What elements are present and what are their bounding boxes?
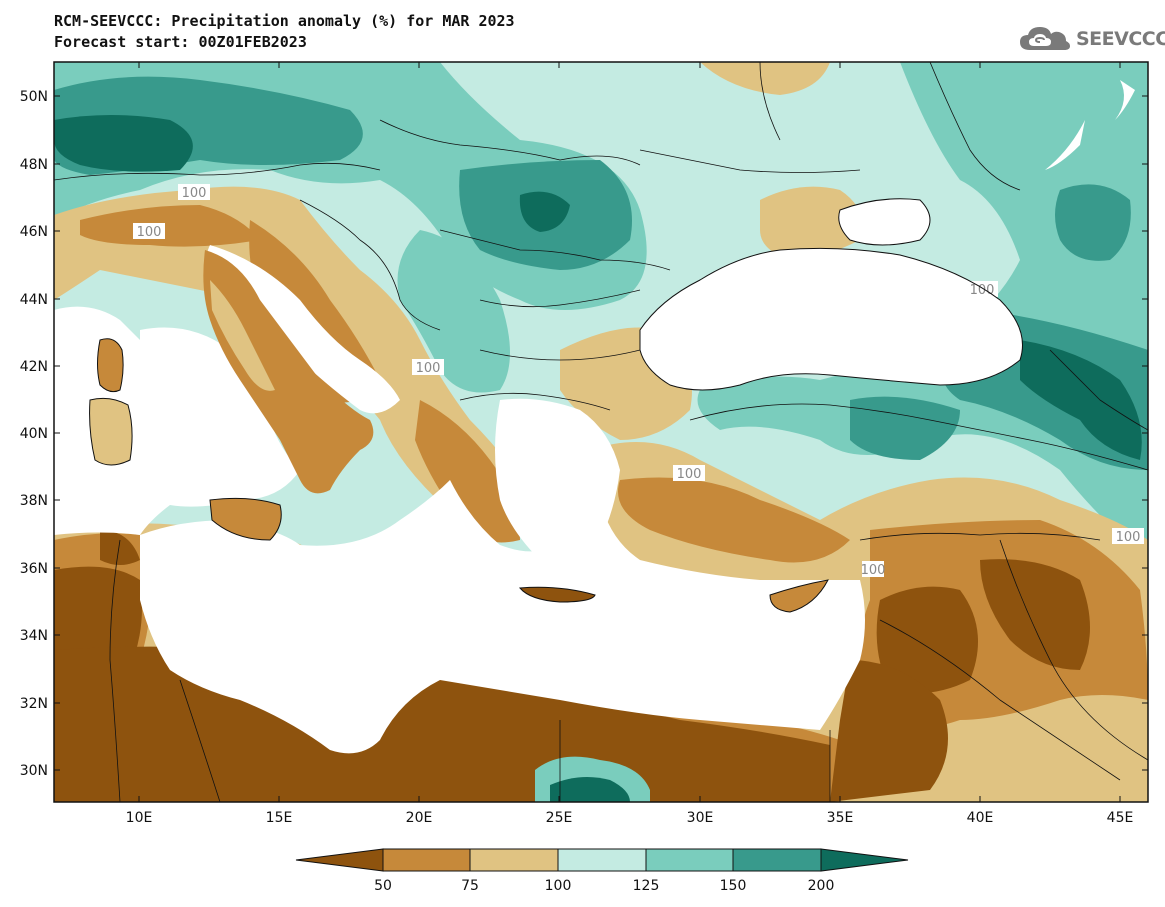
map-title: RCM-SEEVCCC: Precipitation anomaly (%) f… bbox=[54, 12, 515, 30]
legend-tick-label: 200 bbox=[808, 878, 835, 894]
lat-label: 40N bbox=[20, 426, 48, 442]
anomaly-zone-75-100-italy-balkans bbox=[54, 186, 520, 520]
lon-label: 35E bbox=[827, 810, 854, 826]
country-borders bbox=[54, 62, 1148, 802]
lake-ne bbox=[1045, 120, 1085, 170]
lon-label: 30E bbox=[687, 810, 714, 826]
legend-swatch-125-150 bbox=[645, 848, 734, 872]
anomaly-zone-gt200-alps bbox=[54, 115, 193, 172]
legend-tick-label: 75 bbox=[461, 878, 479, 894]
sea-central-eastern-med bbox=[140, 480, 865, 754]
map-frame bbox=[53, 61, 1149, 803]
legend-swatch-gt200 bbox=[820, 848, 909, 872]
anomaly-zone-gt200-caucasus bbox=[1020, 340, 1142, 460]
lon-label: 15E bbox=[266, 810, 293, 826]
contour-label: 100 bbox=[677, 467, 702, 482]
lat-label: 46N bbox=[20, 224, 48, 240]
contour-label: 100 bbox=[137, 225, 162, 240]
anomaly-zone-lt50-syria bbox=[876, 586, 978, 694]
legend-swatch-100-125 bbox=[557, 848, 647, 872]
sea-adriatic bbox=[206, 245, 400, 414]
anomaly-zone-gt200-libya-south bbox=[550, 776, 630, 802]
map-area: 100 100 100 100 100 100 100 bbox=[54, 62, 1148, 802]
color-legend: 50 75 100 125 150 200 bbox=[295, 848, 909, 894]
legend-swatch-50-75 bbox=[382, 848, 471, 872]
island-cyprus bbox=[770, 580, 828, 612]
island-sardinia bbox=[89, 398, 133, 465]
logo-text: SEEVCCC bbox=[1076, 28, 1165, 50]
legend-tick-label: 125 bbox=[633, 878, 660, 894]
contour-label: 100 bbox=[861, 563, 886, 578]
legend-tick-label: 100 bbox=[545, 878, 572, 894]
cloud-icon bbox=[1020, 27, 1070, 50]
legend-tick-label: 150 bbox=[720, 878, 747, 894]
anomaly-zone-lt50-sinai bbox=[830, 660, 948, 802]
anomaly-zone-lt50-tunisia-north bbox=[100, 530, 140, 565]
lat-label: 34N bbox=[20, 628, 48, 644]
lon-label: 25E bbox=[546, 810, 573, 826]
contour-label: 100 bbox=[1116, 530, 1141, 545]
land-italy bbox=[203, 250, 374, 494]
sea-black-sea bbox=[640, 248, 1023, 390]
contour-label: 100 bbox=[416, 361, 441, 376]
island-corsica bbox=[97, 338, 124, 392]
land-italy-west bbox=[210, 280, 275, 391]
lat-label: 36N bbox=[20, 561, 48, 577]
lake-ne-2 bbox=[1115, 80, 1135, 120]
anomaly-zone-50-75-turkey-south bbox=[618, 477, 850, 563]
island-sicily bbox=[210, 498, 282, 540]
legend-swatch-75-100 bbox=[469, 848, 559, 872]
anomaly-zone-lt50-iraq-north bbox=[980, 559, 1090, 670]
seevccc-logo: SEEVCCC bbox=[1018, 24, 1165, 54]
lon-label: 40E bbox=[967, 810, 994, 826]
anomaly-zone-150-200-ne bbox=[1055, 184, 1131, 261]
contour-label: 100 bbox=[970, 283, 995, 298]
legend-swatch-150-200 bbox=[732, 848, 822, 872]
contour-label: 100 bbox=[182, 186, 207, 201]
sea-tyrrhenian bbox=[140, 327, 300, 500]
anomaly-zone-gt200-carpathians bbox=[519, 191, 570, 232]
coastlines bbox=[89, 198, 1023, 613]
anomaly-zone-50-75-alps-south bbox=[80, 205, 260, 247]
anomaly-zone-75-100-north bbox=[700, 62, 830, 95]
legend-tick-label: 50 bbox=[374, 878, 392, 894]
anomaly-zone-125-150-east bbox=[697, 62, 1148, 560]
anomaly-zone-150-200-anatolia bbox=[850, 396, 960, 460]
anomaly-zone-50-75-greece bbox=[415, 400, 520, 543]
lat-label: 48N bbox=[20, 157, 48, 173]
lat-label: 44N bbox=[20, 292, 48, 308]
sea-azov bbox=[838, 198, 930, 245]
lon-label: 45E bbox=[1107, 810, 1134, 826]
lat-label: 42N bbox=[20, 359, 48, 375]
contour-labels: 100 100 100 100 100 100 100 bbox=[133, 184, 1144, 578]
lon-label: 20E bbox=[406, 810, 433, 826]
lat-label: 38N bbox=[20, 493, 48, 509]
lat-label: 50N bbox=[20, 89, 48, 105]
lat-label: 32N bbox=[20, 696, 48, 712]
anomaly-zone-125-150-balkans bbox=[397, 230, 510, 393]
legend-swatch-lt50 bbox=[295, 848, 384, 872]
latitude-axis: 50N 48N 46N 44N 42N 40N 38N 36N 34N 32N … bbox=[20, 89, 1148, 779]
lon-label: 10E bbox=[126, 810, 153, 826]
longitude-axis: 10E 15E 20E 25E 30E 35E 40E 45E bbox=[126, 62, 1134, 826]
sea-aegean bbox=[495, 398, 620, 560]
anomaly-zone-75-100-crimea bbox=[760, 186, 863, 260]
forecast-start-label: Forecast start: 00Z01FEB2023 bbox=[54, 33, 307, 51]
lat-label: 30N bbox=[20, 763, 48, 779]
